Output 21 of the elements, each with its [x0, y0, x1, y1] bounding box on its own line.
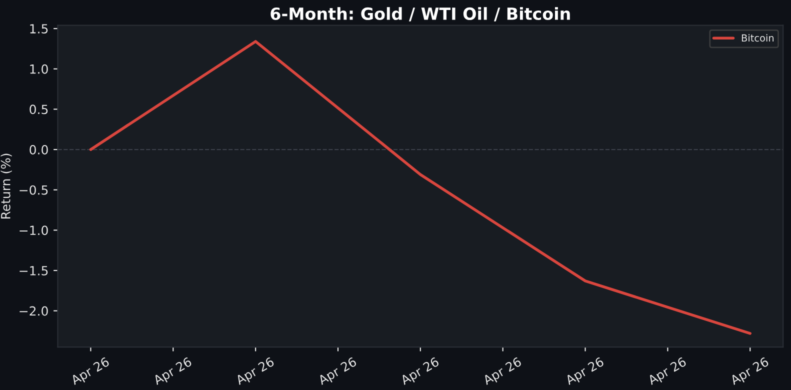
line-series [89, 40, 752, 335]
y-tick-label: 1.5 [30, 24, 48, 34]
chart-title: 6-Month: Gold / WTI Oil / Bitcoin [270, 7, 570, 22]
y-tick-label: −0.5 [20, 185, 48, 195]
y-tick-label: 0.5 [30, 104, 48, 114]
y-tick-label: 1.0 [30, 64, 48, 74]
x-tick-label: Apr 26 [646, 356, 688, 388]
y-tick-label: −1.5 [20, 266, 48, 276]
y-tick-label: 0.0 [30, 145, 48, 154]
x-tick-label: Apr 26 [317, 356, 358, 388]
x-tick-label: Apr 26 [234, 356, 276, 388]
x-tick-label: Apr 26 [152, 356, 194, 388]
y-tick-label: −1.0 [20, 226, 48, 236]
x-tick-label: Apr 26 [400, 356, 441, 388]
legend-label: Bitcoin [742, 34, 774, 42]
y-tick-label: −2.0 [20, 306, 48, 316]
x-tick-label: Apr 26 [729, 356, 770, 388]
y-axis-title: Return (%) [0, 154, 12, 219]
x-tick-label: Apr 26 [564, 356, 606, 388]
x-tick-label: Apr 26 [482, 356, 524, 388]
x-tick-label: Apr 26 [70, 356, 112, 388]
